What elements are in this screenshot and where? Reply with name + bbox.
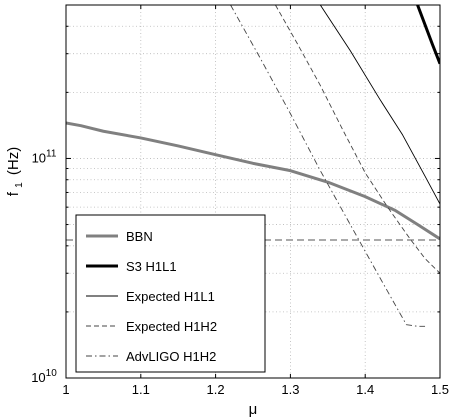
x-tick-label: 1.3: [281, 382, 299, 397]
y-axis-label: f 1 (Hz): [5, 147, 26, 196]
x-axis-label: μ: [249, 401, 258, 418]
axis-ticks: 1 1.1 1.2 1.3 1.4 1.5 1010 1011: [31, 5, 449, 397]
legend-label: Expected H1L1: [126, 289, 215, 304]
y-axis-label-sub: 1: [14, 182, 25, 188]
plot-frame: [65, 4, 441, 379]
svg-text:f 1 (Hz): f 1 (Hz): [5, 147, 26, 196]
y-tick-label: 1010: [31, 368, 57, 385]
legend: BBN S3 H1L1 Expected H1L1 Expected H1H2 AdvL…: [75, 214, 266, 373]
series-line-s3-h1l1: [416, 5, 440, 65]
legend-label: S3 H1L1: [126, 259, 177, 274]
legend-label: BBN: [126, 229, 153, 244]
grid-lines: [66, 5, 440, 378]
legend-label: Expected H1H2: [126, 319, 217, 334]
series-line-expected-h1l1: [319, 5, 440, 205]
series-line-bbn: [66, 121, 440, 241]
x-tick-label: 1: [62, 382, 69, 397]
y-axis-label-main: f: [5, 191, 22, 196]
x-tick-label: 1.2: [207, 382, 225, 397]
y-axis-label-unit: (Hz): [5, 147, 22, 175]
x-tick-label: 1.1: [132, 382, 150, 397]
series-line-expected-h1h2: [275, 5, 440, 274]
x-tick-label: 1.4: [356, 382, 374, 397]
y-tick-label: 1011: [32, 148, 57, 165]
series-line-advligo-h1h2: [230, 5, 426, 327]
legend-box: [75, 214, 266, 373]
legend-label: AdvLIGO H1H2: [126, 349, 216, 364]
x-tick-label: 1.5: [431, 382, 449, 397]
